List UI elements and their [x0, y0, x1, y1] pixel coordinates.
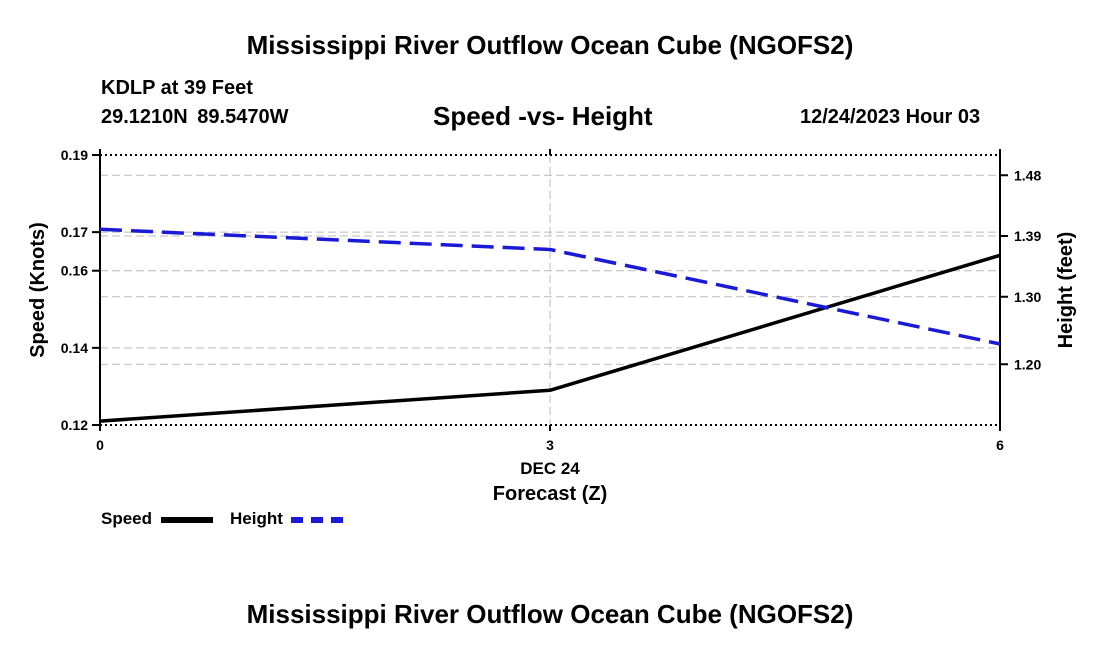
legend-swatch-speed [161, 517, 213, 523]
y-right-tick-label-0: 1.20 [1014, 356, 1041, 372]
legend-label-speed: Speed [101, 509, 153, 528]
y-right-tick-label-3: 1.48 [1014, 167, 1041, 183]
x-date-label: DEC 24 [520, 459, 580, 478]
legend-swatch-height [291, 517, 343, 523]
station-coordinates: 29.1210N 89.5470W [101, 106, 289, 128]
x-tick-label-1: 3 [546, 437, 554, 453]
chart-main-title: Mississippi River Outflow Ocean Cube (NG… [246, 30, 854, 60]
axis-ticks [92, 149, 1008, 431]
y-right-axis-title: Height (feet) [1055, 232, 1077, 349]
y-left-axis-title: Speed (Knots) [27, 222, 49, 358]
axis-labels: 0.12 0.14 0.16 0.17 0.19 1.20 1.30 1.39 1.48 0 3 6 D… [27, 147, 1077, 505]
x-tick-label-0: 0 [96, 437, 104, 453]
y-left-tick-label-3: 0.17 [61, 224, 88, 240]
chart-subtitle: Speed -vs- Height [433, 101, 653, 131]
x-tick-label-2: 6 [996, 437, 1004, 453]
y-left-tick-label-2: 0.16 [61, 263, 88, 279]
station-label: KDLP at 39 Feet [101, 77, 253, 99]
y-left-tick-label-1: 0.14 [61, 340, 88, 356]
y-right-tick-label-2: 1.39 [1014, 228, 1041, 244]
legend-label-height: Height [230, 509, 283, 528]
x-axis-title: Forecast (Z) [493, 483, 607, 505]
y-right-tick-label-1: 1.30 [1014, 289, 1041, 305]
grid-layer [100, 155, 1000, 425]
repeated-chart-title: Mississippi River Outflow Ocean Cube (NG… [246, 599, 854, 629]
series-layer [99, 227, 1001, 423]
y-left-tick-label-4: 0.19 [61, 147, 88, 163]
y-left-tick-label-0: 0.12 [61, 417, 88, 433]
forecast-datetime: 12/24/2023 Hour 03 [800, 106, 981, 128]
